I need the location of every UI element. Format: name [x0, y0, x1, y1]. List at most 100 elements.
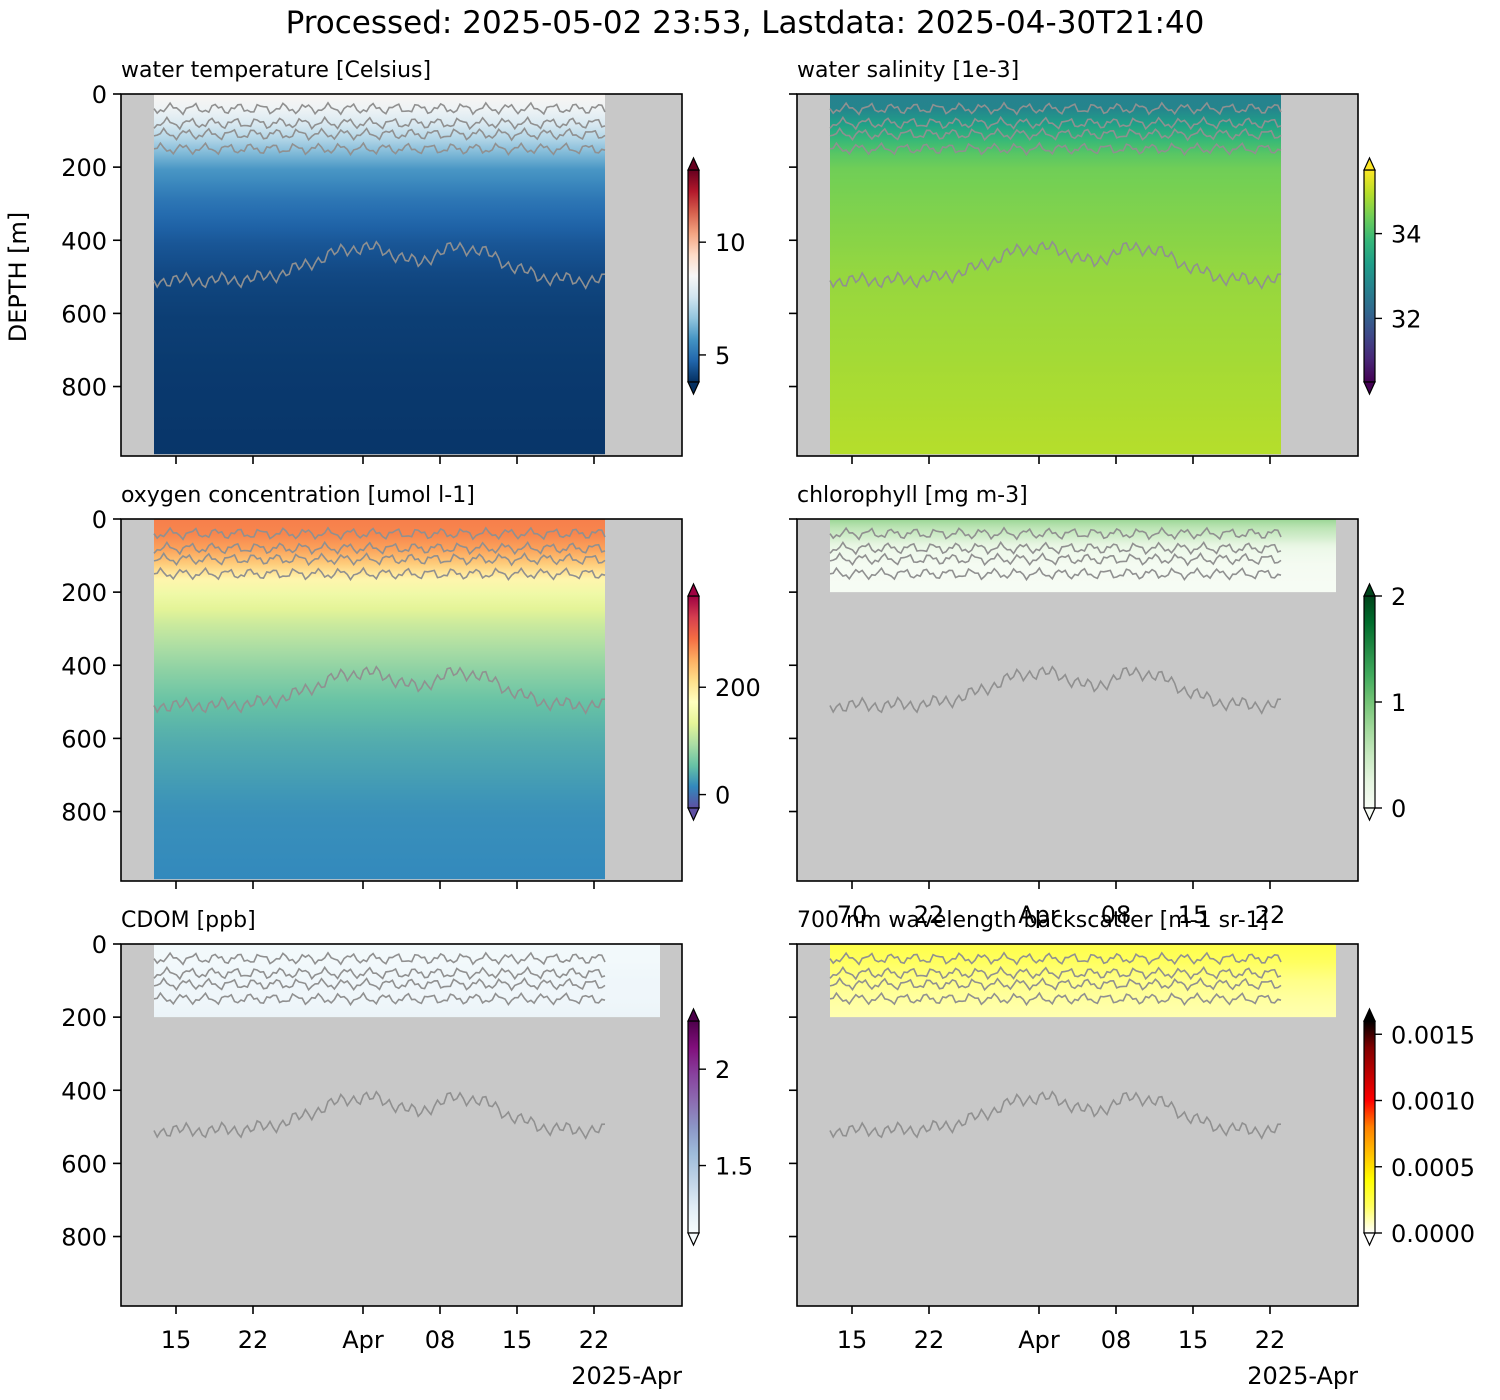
axes-frame: [120, 943, 683, 1307]
colorbar-gradient: [1363, 595, 1376, 809]
x-tick-label: 22: [1255, 1326, 1286, 1354]
isopycnal-contour: [829, 540, 1282, 556]
x-tick-label: 08: [425, 1326, 456, 1354]
heatmap-field: [830, 519, 1336, 593]
isopycnal-contour: [153, 526, 606, 541]
colorbar-tick-label: 1.5: [715, 1153, 753, 1181]
colorbar-chl: 0 1 2: [1363, 582, 1406, 823]
x-tick-label: 15: [502, 1326, 533, 1354]
isopycnal-contour: [829, 976, 1282, 992]
colorbar-tick-label: 5: [715, 342, 730, 370]
y-tick-label: 800: [61, 799, 107, 827]
isopycnal-contour: [829, 240, 1282, 290]
isopycnal-contour: [829, 965, 1282, 981]
panel-title: water temperature [Celsius]: [121, 58, 431, 83]
isopycnal-contour: [829, 991, 1282, 1007]
x-tick-label: 15: [161, 1326, 192, 1354]
x-axis-date-note-left: 2025-Apr: [571, 1362, 682, 1390]
colorbar-extend-min: [687, 381, 700, 396]
isopycnal-contour: [153, 115, 606, 131]
axes-frame: [796, 93, 1359, 457]
y-axis-label: DEPTH [m]: [4, 212, 32, 343]
panel-title: oxygen concentration [umol l-1]: [121, 483, 475, 508]
y-tick-label: 0: [92, 81, 107, 109]
x-axis-date-note-right: 2025-Apr: [1247, 1362, 1358, 1390]
colorbar-tick-label: 32: [1391, 305, 1422, 333]
colorbar-extend-min: [1363, 1232, 1376, 1247]
y-tick-label: 200: [61, 1004, 107, 1032]
y-tick-label: 400: [61, 652, 107, 680]
colorbar-tick-label: 0.0010: [1391, 1088, 1475, 1116]
y-tick-label: 400: [61, 1077, 107, 1105]
colorbar-tick-label: 0.0015: [1391, 1021, 1475, 1049]
isopycnal-contour: [153, 540, 606, 556]
isopycnal-contour: [829, 526, 1282, 541]
heatmap-field: [830, 944, 1336, 1018]
colorbar-tick-label: 0: [1391, 795, 1406, 823]
y-tick-label: 600: [61, 725, 107, 753]
x-tick-label: 22: [238, 1326, 269, 1354]
panel-sal: water salinity [1e-3] 32 34: [789, 58, 1422, 464]
isopycnal-contour: [153, 991, 606, 1007]
x-tick-label: 22: [1255, 901, 1286, 929]
colorbar-extend-max: [687, 582, 700, 597]
x-tick-label: 22: [579, 1326, 610, 1354]
y-tick-label: 200: [61, 154, 107, 182]
colorbar-gradient: [1363, 1020, 1376, 1234]
isopycnal-contour: [829, 115, 1282, 131]
colorbar-tick-label: 0.0000: [1391, 1220, 1475, 1248]
isopycnal-contour: [829, 126, 1282, 142]
panel-title: water salinity [1e-3]: [797, 58, 1019, 83]
colorbar-tick-label: 0.0005: [1391, 1154, 1475, 1182]
isopycnal-contour: [829, 566, 1282, 582]
y-tick-label: 400: [61, 227, 107, 255]
colorbar-tick-label: 200: [715, 674, 761, 702]
y-tick-label: 600: [61, 300, 107, 328]
x-tick-label: 08: [1101, 901, 1132, 929]
x-tick-label: 15: [837, 1326, 868, 1354]
heatmap-field: [154, 519, 605, 880]
y-tick-label: 0: [92, 506, 107, 534]
colorbar-extend-min: [1363, 807, 1376, 822]
isopycnal-contour: [829, 951, 1282, 966]
colorbar-extend-max: [687, 1007, 700, 1022]
colorbar-sal: 32 34: [1363, 156, 1422, 396]
isopycnal-contour: [153, 240, 606, 290]
y-tick-label: 600: [61, 1150, 107, 1178]
panel-title: chlorophyll [mg m-3]: [797, 483, 1028, 508]
heatmap-field: [154, 944, 660, 1018]
x-tick-label: Apr: [1018, 901, 1060, 929]
isopycnal-contour: [153, 141, 606, 157]
colorbar-extend-max: [1363, 156, 1376, 171]
x-tick-label: Apr: [1018, 1326, 1060, 1354]
x-tick-label: 08: [1101, 1326, 1132, 1354]
isopycnal-contour: [829, 551, 1282, 567]
colorbar-bb: 0.0000 0.0005 0.0010 0.0015: [1363, 1007, 1475, 1248]
colorbar-temp: 5 10: [687, 156, 746, 396]
axes-frame: [796, 943, 1359, 1307]
colorbar-extend-max: [1363, 1007, 1376, 1022]
isopycnal-contour: [153, 126, 606, 142]
colorbar-cdom: 1.52: [687, 1007, 753, 1247]
isopycnal-contour: [153, 1090, 606, 1140]
colorbar-gradient: [687, 1020, 700, 1234]
isopycnal-contour: [153, 101, 606, 116]
axes-frame: [120, 518, 683, 882]
y-tick-label: 0: [92, 931, 107, 959]
x-tick-label: 15: [1178, 1326, 1209, 1354]
isopycnal-contour: [153, 976, 606, 992]
isopycnal-contour: [829, 141, 1282, 157]
isopycnal-contour: [153, 566, 606, 582]
isopycnal-contour: [153, 965, 606, 981]
axes-frame: [120, 93, 683, 457]
isopycnal-contour: [829, 101, 1282, 116]
isopycnal-contour: [829, 1090, 1282, 1140]
y-tick-label: 800: [61, 374, 107, 402]
x-tick-label: 22: [914, 901, 945, 929]
axes-frame: [796, 518, 1359, 882]
colorbar-tick-label: 10: [715, 229, 746, 257]
panel-oxy: oxygen concentration [umol l-1] 0 200 400 60…: [61, 483, 761, 889]
isopycnal-contour: [829, 665, 1282, 715]
colorbar-gradient: [1363, 169, 1376, 383]
